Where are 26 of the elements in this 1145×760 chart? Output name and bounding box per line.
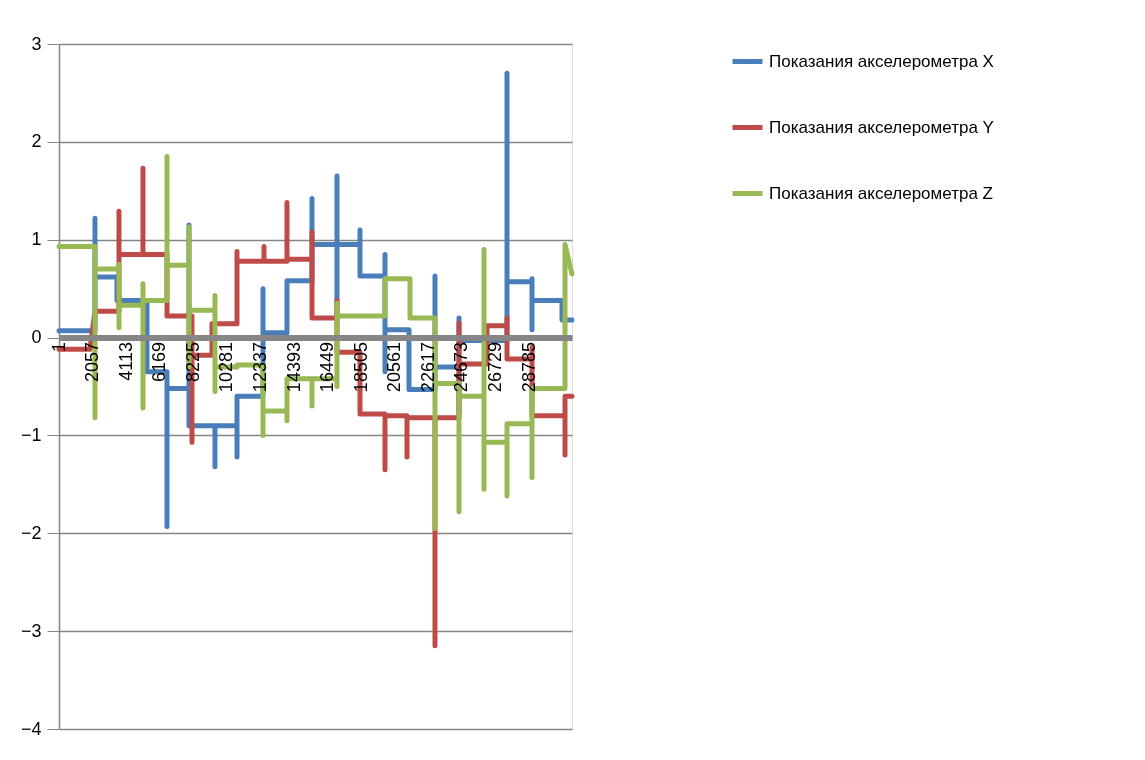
x-tick-label: 16449 <box>317 342 338 393</box>
x-tick-label: 28785 <box>518 342 539 393</box>
x-tick-label: 2057 <box>82 342 103 383</box>
x-tick-label: 14393 <box>283 342 304 393</box>
x-tick-label: 18505 <box>350 342 371 393</box>
x-tick-label: 26729 <box>484 342 505 393</box>
y-tick-label: −3 <box>20 620 42 641</box>
x-tick-label: 4113 <box>115 342 136 381</box>
y-tick-label: 2 <box>31 131 42 152</box>
x-tick-label: 6169 <box>149 342 170 383</box>
y-tick-label: −2 <box>20 522 42 543</box>
x-tick-label: 1 <box>48 342 69 353</box>
x-tick-label: 22617 <box>417 342 438 393</box>
y-tick-label: −1 <box>20 424 42 445</box>
legend-label: Показания акселерометра Y <box>769 117 994 137</box>
y-tick-label: −4 <box>20 718 42 739</box>
legend-label: Показания акселерометра Z <box>769 183 993 203</box>
x-tick-label: 8225 <box>182 342 203 383</box>
x-tick-label: 10281 <box>216 342 237 393</box>
x-tick-label: 24673 <box>451 342 472 393</box>
y-tick-label: 3 <box>31 33 42 54</box>
y-tick-label: 0 <box>31 327 42 348</box>
y-tick-label: 1 <box>31 229 42 250</box>
legend-label: Показания акселерометра X <box>769 51 994 71</box>
x-tick-label: 20561 <box>384 342 405 393</box>
x-tick-label: 12337 <box>249 342 270 393</box>
